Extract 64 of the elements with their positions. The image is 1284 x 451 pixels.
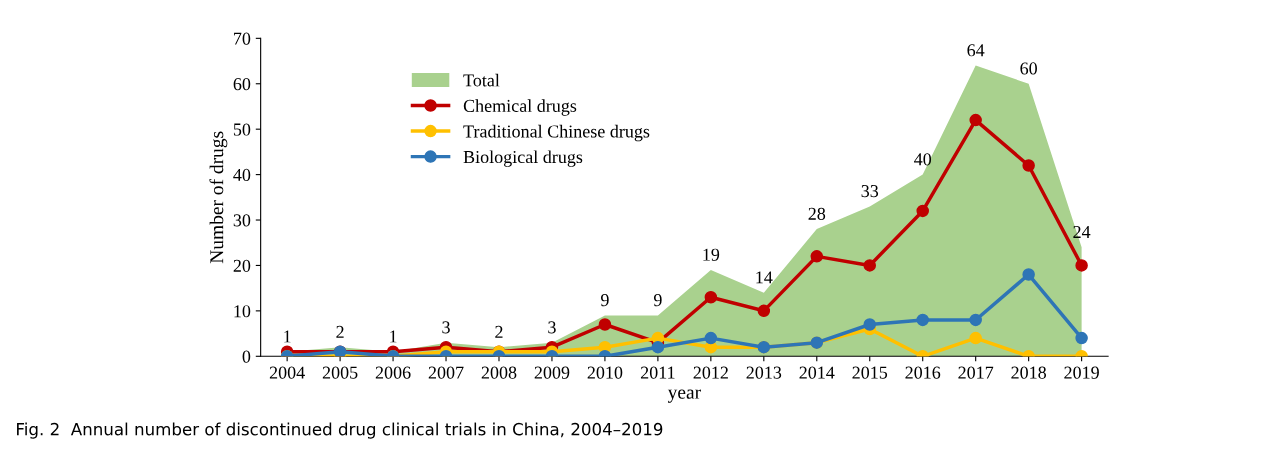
data-label: 14 <box>756 271 773 284</box>
data-label: 1 <box>390 330 397 343</box>
y-tick-label: 60 <box>233 78 251 91</box>
y-tick-label: 20 <box>233 259 251 272</box>
point <box>969 331 982 345</box>
data-label: 19 <box>703 248 720 261</box>
x-tick-label: 2007 <box>428 366 464 379</box>
x-tick-label: 2010 <box>587 366 623 379</box>
x-tick-label: 2008 <box>481 366 517 379</box>
x-tick-label: 2013 <box>746 366 782 379</box>
point <box>916 313 929 327</box>
legend-label: Chemical drugs <box>463 99 577 116</box>
data-label: 2 <box>495 325 503 338</box>
data-label: 9 <box>600 294 609 307</box>
x-tick-label: 2014 <box>799 366 835 379</box>
x-tick-label: 2016 <box>905 366 941 379</box>
point <box>863 259 877 272</box>
y-tick-label: 30 <box>233 214 251 227</box>
point <box>1022 268 1035 281</box>
data-label: 2 <box>336 325 344 338</box>
y-tick-label: 70 <box>234 32 251 45</box>
point <box>1022 159 1035 172</box>
x-tick-label: 2005 <box>322 366 358 379</box>
legend-label: Traditional Chinese drugs <box>463 124 650 142</box>
point <box>863 318 877 331</box>
point <box>598 318 612 331</box>
data-label: 28 <box>808 207 826 220</box>
data-label: 3 <box>548 321 556 334</box>
y-tick-label: 0 <box>242 350 251 363</box>
point <box>651 340 665 354</box>
data-label: 9 <box>653 294 662 307</box>
y-tick-label: 50 <box>233 123 251 136</box>
point <box>969 313 982 327</box>
point <box>810 250 824 263</box>
point <box>916 204 929 218</box>
x-tick-label: 2011 <box>640 366 675 379</box>
data-label: 60 <box>1020 62 1037 75</box>
x-tick-label: 2017 <box>958 366 994 379</box>
point <box>757 304 771 318</box>
data-label: 1 <box>284 330 291 343</box>
point <box>1075 331 1088 345</box>
legend-label: Biological drugs <box>463 150 583 167</box>
x-axis-title: year <box>667 389 701 403</box>
data-label: 24 <box>1073 225 1091 238</box>
x-tick-label: 2004 <box>269 366 305 379</box>
x-tick-label: 2006 <box>375 366 411 379</box>
data-label: 40 <box>914 153 932 166</box>
x-tick-label: 2015 <box>852 366 888 379</box>
data-label: 33 <box>861 185 879 198</box>
point <box>704 290 718 304</box>
data-label: 3 <box>442 321 450 334</box>
y-tick-label: 10 <box>234 305 251 318</box>
y-tick-label: 40 <box>233 168 251 182</box>
point <box>969 113 982 127</box>
x-tick-label: 2018 <box>1011 366 1047 379</box>
caption: Fig. 2 Annual number of discontinued drug clinical trials in China, 2004–2019 <box>17 422 663 439</box>
x-tick-label: 2009 <box>534 366 570 379</box>
point <box>1075 259 1088 272</box>
legend-label: Total <box>463 73 500 87</box>
y-axis-title: Number of drugs <box>209 131 228 264</box>
x-tick-label: 2012 <box>693 366 728 379</box>
data-label: 64 <box>967 44 985 57</box>
point <box>704 331 718 345</box>
x-tick-label: 2019 <box>1064 366 1099 379</box>
